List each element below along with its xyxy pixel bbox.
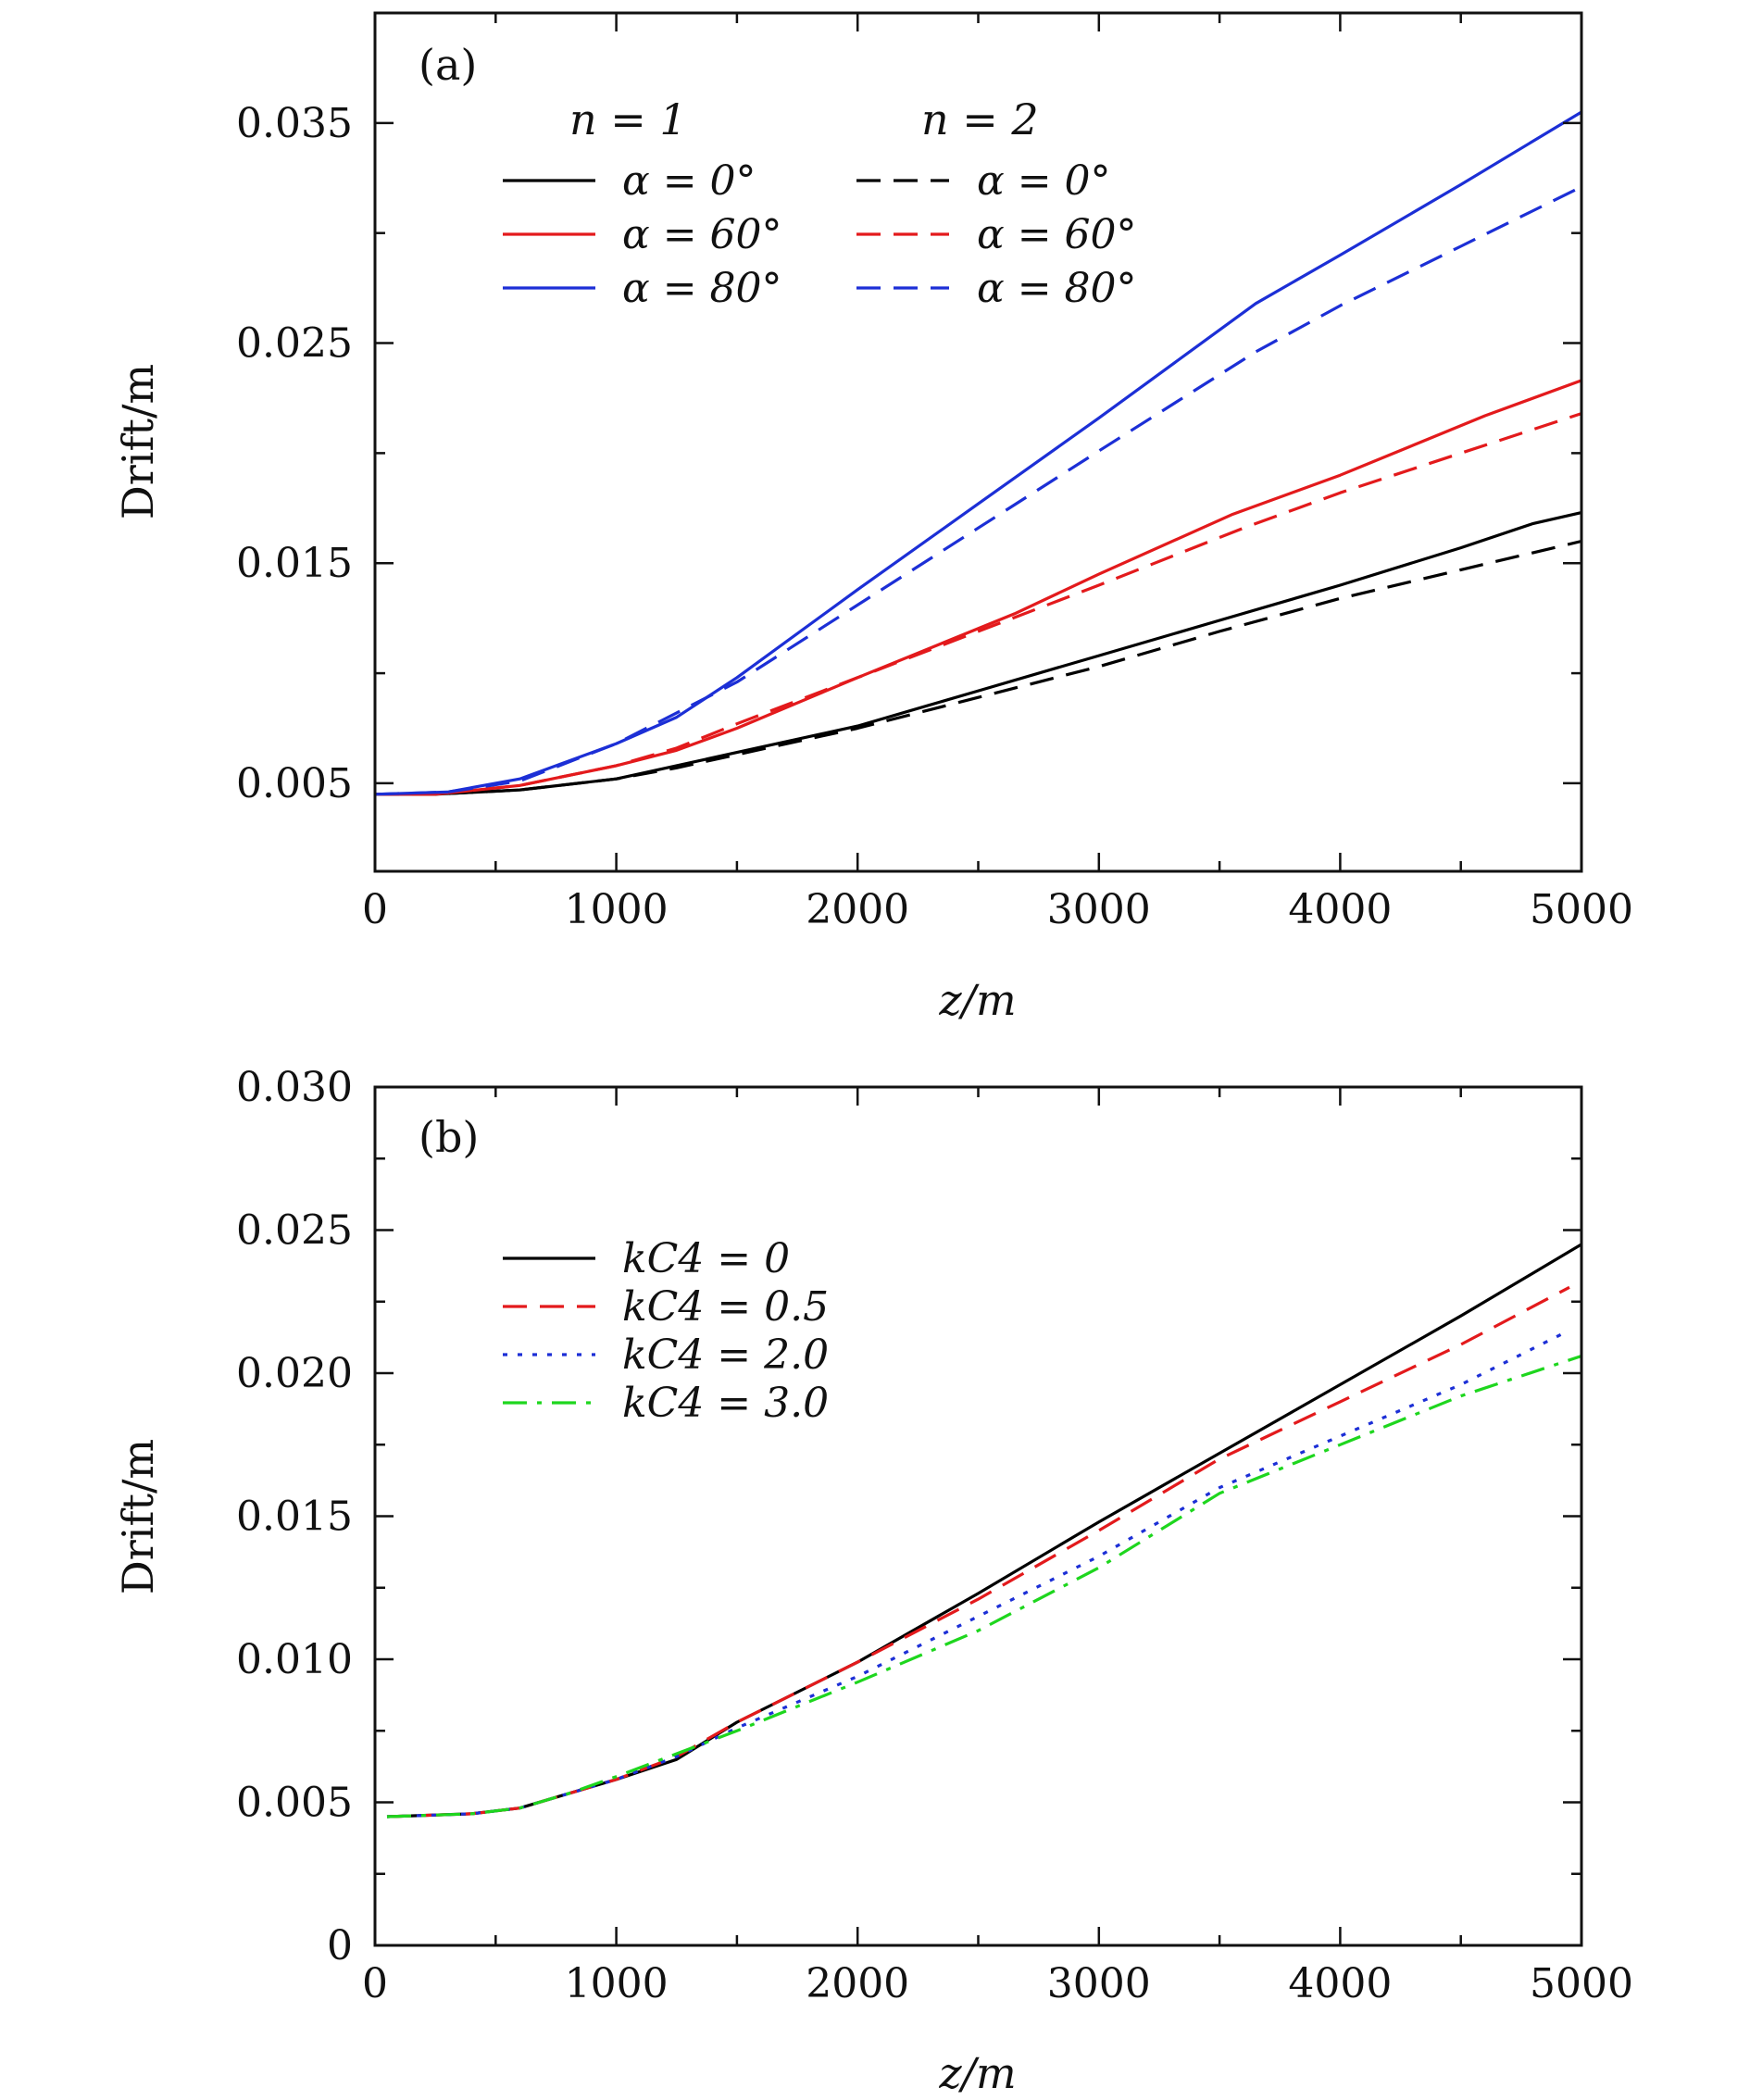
panel-a-legend-label-0: α = 0° — [622, 157, 756, 205]
panel-a-y-tick-label: 0.025 — [236, 320, 353, 368]
panel-a-legend-label-5: α = 80° — [977, 265, 1137, 312]
panel-a-series-5 — [374, 185, 1582, 796]
panel-a-y-tick-label: 0.015 — [236, 540, 353, 587]
panel-b-y-axis-label: Drift/m — [113, 1439, 163, 1594]
panel-a-label: (a) — [419, 40, 477, 90]
panel-a-legend-label-1: α = 60° — [622, 211, 782, 258]
panel-b-legend-label-0: kC4 = 0 — [622, 1235, 790, 1282]
panel-a-series-2 — [374, 110, 1582, 796]
panel-b-x-tick-label: 3000 — [1047, 1960, 1151, 2007]
panel-a-x-tick-label: 0 — [362, 886, 388, 933]
panel-b-x-tick-label: 4000 — [1288, 1960, 1392, 2007]
panel-a-y-axis-label: Drift/m — [113, 364, 163, 519]
panel-a-x-tick-label: 2000 — [806, 886, 909, 933]
panel-a-series-1 — [375, 379, 1582, 796]
panel-b-x-axis-label: z/m — [938, 2048, 1016, 2098]
panel-a-x-axis-label: z/m — [938, 975, 1016, 1025]
panel-b-label: (b) — [419, 1112, 479, 1162]
panel-b-legend-label-3: kC4 = 3.0 — [622, 1380, 829, 1427]
panel-b-series-1 — [386, 1285, 1570, 1819]
panel-a-legend-label-4: α = 60° — [977, 211, 1137, 258]
panel-a-x-tick-label: 4000 — [1288, 886, 1392, 933]
panel-b-axis-ticks: 0 1000 2000 3000 4000 5000 0 0.005 0.010 0.015 0.0… — [236, 1064, 1633, 2007]
panel-b-x-tick-label: 1000 — [565, 1960, 669, 2007]
panel-a-x-tick-label: 5000 — [1530, 886, 1633, 933]
panel-a-series-4 — [375, 412, 1582, 796]
panel-a-y-tick-label: 0.035 — [236, 100, 353, 147]
panel-b-y-tick-label: 0.030 — [236, 1064, 353, 1111]
panel-b-y-tick-label: 0.010 — [236, 1636, 353, 1683]
panel-a-data-lines — [374, 110, 1582, 796]
panel-b-data-lines — [386, 1243, 1582, 1819]
panel-b-legend-label-1: kC4 = 0.5 — [622, 1283, 829, 1331]
panel-b-y-tick-label: 0.020 — [236, 1350, 353, 1397]
panel-a-y-tick-label: 0.005 — [236, 760, 353, 807]
panel-b-series-2 — [386, 1329, 1570, 1819]
panel-b: 0 1000 2000 3000 4000 5000 0 0.005 0.010 0.015 0.0… — [113, 1064, 1633, 2098]
panel-b-x-tick-label: 2000 — [806, 1960, 909, 2007]
panel-b-series-0 — [386, 1243, 1582, 1819]
panel-b-legend-label-2: kC4 = 2.0 — [622, 1331, 829, 1379]
panel-a-plot-frame — [373, 11, 1583, 873]
panel-a-legend-header-0: n = 1 — [569, 94, 687, 144]
panel-a-legend-label-3: α = 0° — [977, 157, 1111, 205]
panel-a-x-tick-label: 1000 — [565, 886, 669, 933]
panel-b-y-tick-label: 0 — [327, 1922, 353, 1969]
panel-a-axis-ticks: 0 1000 2000 3000 4000 5000 0.005 0.015 0.025 0.03… — [236, 11, 1633, 933]
panel-b-x-tick-label: 5000 — [1530, 1960, 1633, 2007]
panel-a-legend: n = 1 n = 2 α = 0° α = 60° α = 80° α = 0° α = … — [503, 94, 1137, 312]
panel-b-plot-frame — [373, 1085, 1583, 1947]
panel-b-x-tick-label: 0 — [362, 1960, 388, 2007]
panel-a: 0 1000 2000 3000 4000 5000 0.005 0.015 0.025 0.03… — [113, 11, 1633, 1025]
panel-b-y-tick-label: 0.015 — [236, 1494, 353, 1541]
panel-a-legend-header-1: n = 2 — [921, 94, 1039, 144]
panel-b-y-tick-label: 0.005 — [236, 1780, 353, 1827]
panel-a-legend-label-2: α = 80° — [622, 265, 782, 312]
panel-a-series-3 — [375, 539, 1582, 796]
panel-b-y-tick-label: 0.025 — [236, 1207, 353, 1255]
panel-a-x-tick-label: 3000 — [1047, 886, 1151, 933]
panel-a-series-0 — [375, 511, 1582, 796]
panel-b-series-3 — [386, 1354, 1582, 1819]
